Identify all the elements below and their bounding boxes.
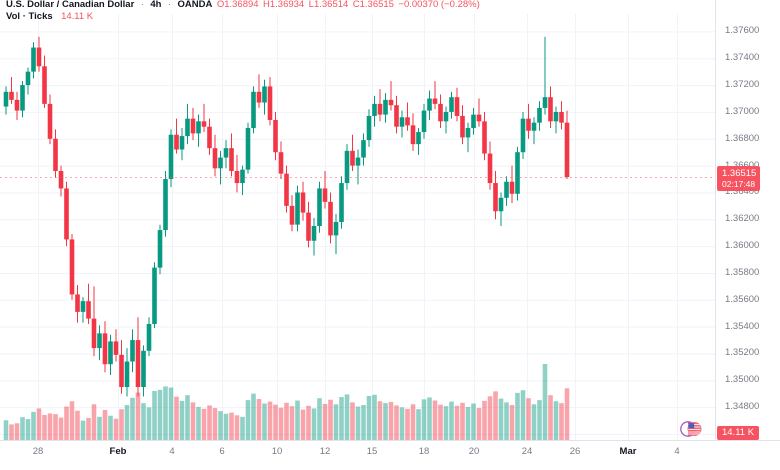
current-price-value: 1.36515 <box>722 168 757 180</box>
candlestick-canvas <box>0 14 715 440</box>
price-tick-label: 1.34800 <box>725 401 760 413</box>
plot-area[interactable] <box>0 14 715 440</box>
current-price-badge: 1.36515 02:17:48 <box>717 166 761 192</box>
time-tick-label: 10 <box>271 446 283 457</box>
time-tick-label: 24 <box>521 446 533 457</box>
ohlc-high: H1.36934 <box>263 0 305 10</box>
price-tick-label: 1.35400 <box>725 320 760 332</box>
time-tick-label: 6 <box>219 446 225 457</box>
price-tick-label: 1.37600 <box>725 25 760 37</box>
legend-separator-2: · <box>167 0 172 10</box>
price-tick-label: 1.35200 <box>725 347 760 359</box>
time-tick-label: 4 <box>674 446 680 457</box>
price-tick-label: 1.35600 <box>725 293 760 305</box>
price-tick-label: 1.37200 <box>725 79 760 91</box>
legend-symbol-row: U.S. Dollar / Canadian Dollar · 4h · OAN… <box>6 0 480 10</box>
symbol-title: U.S. Dollar / Canadian Dollar <box>6 0 135 10</box>
price-tick-label: 1.36400 <box>725 186 760 198</box>
tradingview-logo-icon <box>680 418 702 440</box>
time-tick-label: Mar <box>619 446 637 457</box>
price-tick-label: 1.36000 <box>725 240 760 252</box>
price-tick-label: 1.37000 <box>725 105 760 117</box>
volume-badge: 14.11 K <box>717 426 760 440</box>
time-tick-label: 20 <box>468 446 480 457</box>
time-tick-label: 15 <box>366 446 378 457</box>
price-tick-label: 1.35000 <box>725 374 760 386</box>
interval-label: 4h <box>150 0 162 10</box>
bar-countdown: 02:17:48 <box>722 179 756 190</box>
current-price-line <box>0 177 715 179</box>
time-tick-label: Feb <box>109 446 127 457</box>
legend-separator-1: · <box>140 0 144 10</box>
time-tick-label: 18 <box>418 446 430 457</box>
price-axis[interactable]: 1.37600 1.37400 1.37200 1.37000 1.36800 1.366… <box>715 0 780 440</box>
price-tick-label: 1.36800 <box>725 132 760 144</box>
time-tick-label: 28 <box>32 446 44 457</box>
time-axis-divider <box>0 440 780 441</box>
time-tick-label: 26 <box>569 446 581 457</box>
time-tick-label: 4 <box>169 446 175 457</box>
ohlc-open: O1.36894 <box>216 0 259 10</box>
price-tick-label: 1.35800 <box>725 266 760 278</box>
time-tick-label: 12 <box>319 446 331 457</box>
exchange-label: OANDA <box>177 0 213 10</box>
ohlc-change: −0.00370 (−0.28%) <box>398 0 480 10</box>
price-tick-label: 1.37400 <box>725 52 760 64</box>
price-tick-label: 1.36600 <box>725 160 759 171</box>
price-tick-label: 1.36200 <box>725 213 760 225</box>
price-axis-divider <box>715 0 716 440</box>
ohlc-low: L1.36514 <box>308 0 349 10</box>
ohlc-close: C1.36515 <box>352 0 394 10</box>
